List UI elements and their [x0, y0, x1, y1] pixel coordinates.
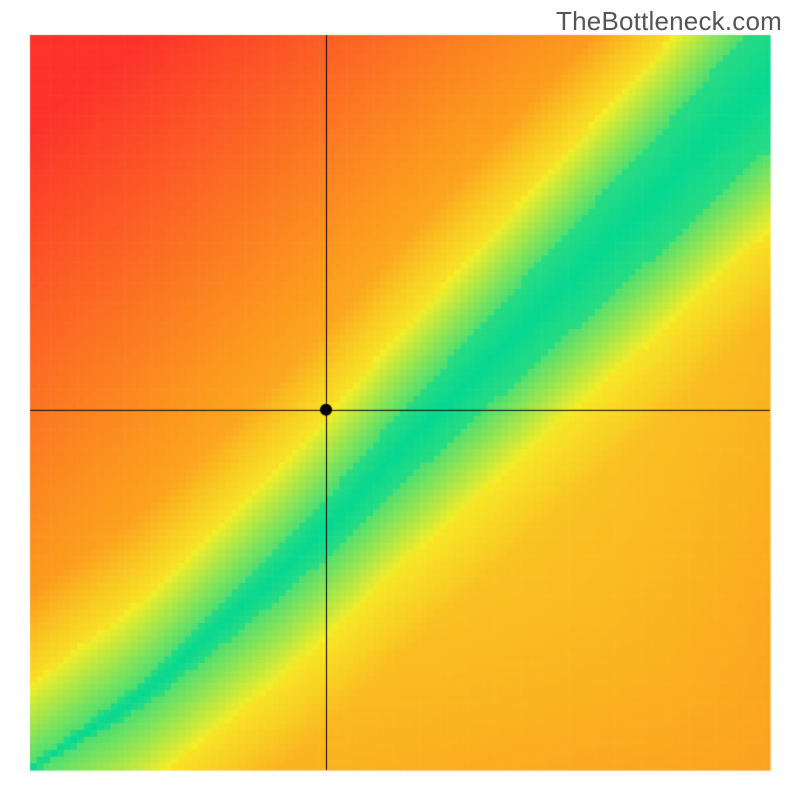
- bottleneck-heatmap: [0, 0, 800, 800]
- heatmap-container: TheBottleneck.com: [0, 0, 800, 800]
